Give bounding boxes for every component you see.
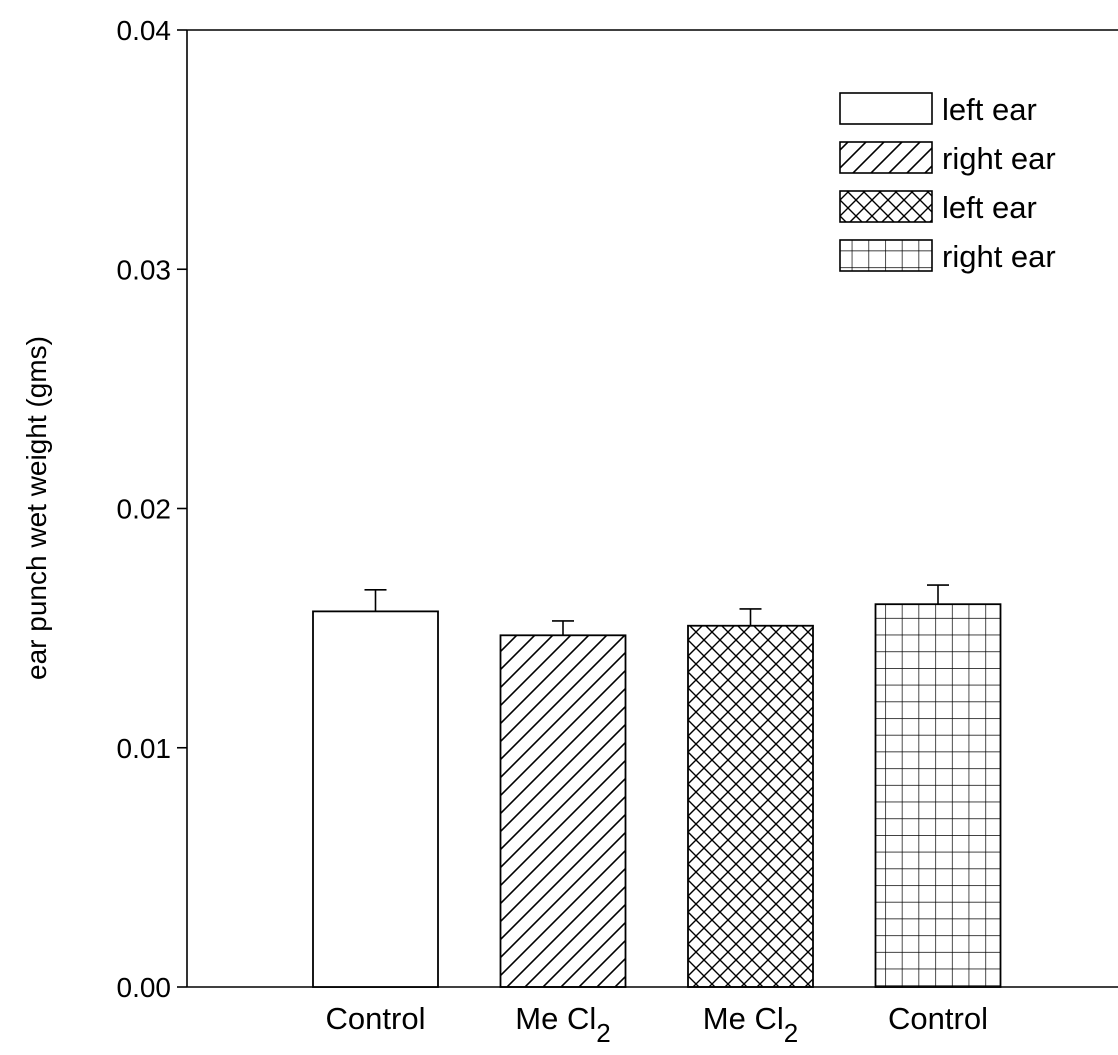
legend-swatch-1 [839, 92, 933, 125]
bar-3 [687, 624, 814, 988]
x-tick-labels: Control Me Cl2 Me Cl2 Control [326, 1001, 988, 1048]
legend: left ear right ear left ear right ear [839, 92, 1056, 274]
x-tick-label-4: Control [888, 1001, 988, 1036]
legend-swatch-2 [839, 141, 933, 174]
y-ticks: 0.00 0.01 0.02 0.03 0.04 [117, 15, 187, 1003]
legend-label-2: right ear [942, 141, 1056, 176]
bar-1 [312, 610, 439, 988]
legend-label-4: right ear [942, 239, 1056, 274]
bar-2 [499, 634, 627, 988]
bar-4 [874, 603, 1002, 988]
y-tick-label: 0.02 [117, 494, 172, 525]
y-tick-label: 0.00 [117, 972, 172, 1003]
legend-swatch-4 [839, 239, 933, 272]
legend-label-3: left ear [942, 190, 1037, 225]
bars [312, 584, 1002, 988]
y-tick-label: 0.03 [117, 254, 172, 285]
legend-swatch-3 [839, 190, 933, 223]
y-axis-label: ear punch wet weight (gms) [21, 336, 52, 680]
y-tick-label: 0.04 [117, 15, 172, 46]
x-tick-label-2: Me Cl2 [515, 1001, 610, 1048]
x-tick-label-3: Me Cl2 [703, 1001, 798, 1048]
x-tick-label-1: Control [326, 1001, 426, 1036]
legend-label-1: left ear [942, 92, 1037, 127]
y-tick-label: 0.01 [117, 733, 172, 764]
